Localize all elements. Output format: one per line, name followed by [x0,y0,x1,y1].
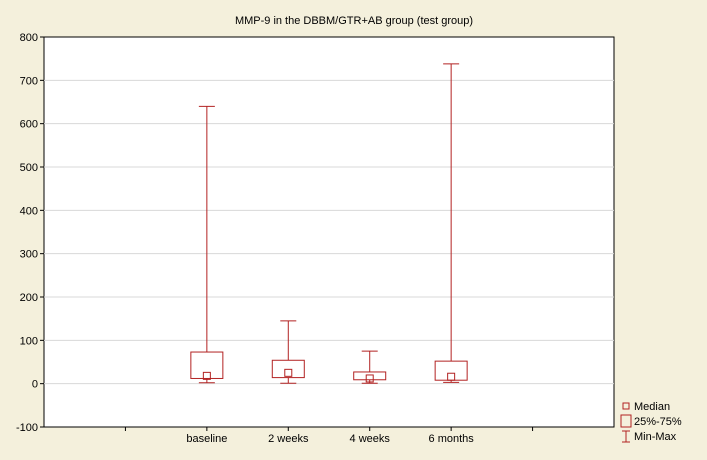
legend-median-symbol [622,402,630,410]
x-tick-label: 6 months [429,433,475,445]
y-tick-label: -100 [16,422,38,434]
y-axis: -100 0 100 200 300 400 500 600 700 800 [16,32,44,434]
y-tick-label: 300 [20,249,38,261]
legend-median-label: Median [634,401,670,413]
y-tick-label: 800 [20,32,38,44]
y-tick-label: 500 [20,162,38,174]
legend-box-label: 25%-75% [634,416,682,428]
box-6-months [434,63,468,383]
y-tick-label: 200 [20,292,38,304]
chart-title: MMP-9 in the DBBM/GTR+AB group (test gro… [235,15,473,27]
x-tick-label: 2 weeks [268,433,309,445]
legend-range-label: Min-Max [634,431,677,443]
y-tick-label: 100 [20,335,38,347]
median-marker [447,372,456,381]
iqr-box [353,371,387,381]
median-marker [284,368,293,377]
box-series [190,63,468,384]
x-axis: baseline 2 weeks 4 weeks 6 months [124,427,534,445]
legend-box-symbol [620,414,632,428]
y-tick-label: 400 [20,205,38,217]
x-tick-label: baseline [186,433,227,445]
y-tick-label: 0 [32,379,38,391]
iqr-box [271,359,305,379]
box-baseline [190,105,224,384]
plot-area [43,36,615,428]
x-tick-label: 4 weeks [350,433,391,445]
y-tick-label: 700 [20,75,38,87]
legend: Median 25%-75% Min-Max [620,401,682,443]
gridlines [44,79,614,385]
median-marker [365,374,374,383]
box-4-weeks [353,350,387,384]
y-tick-label: 600 [20,119,38,131]
iqr-box [190,351,224,379]
median-marker [202,371,211,380]
box-2-weeks [271,320,305,384]
